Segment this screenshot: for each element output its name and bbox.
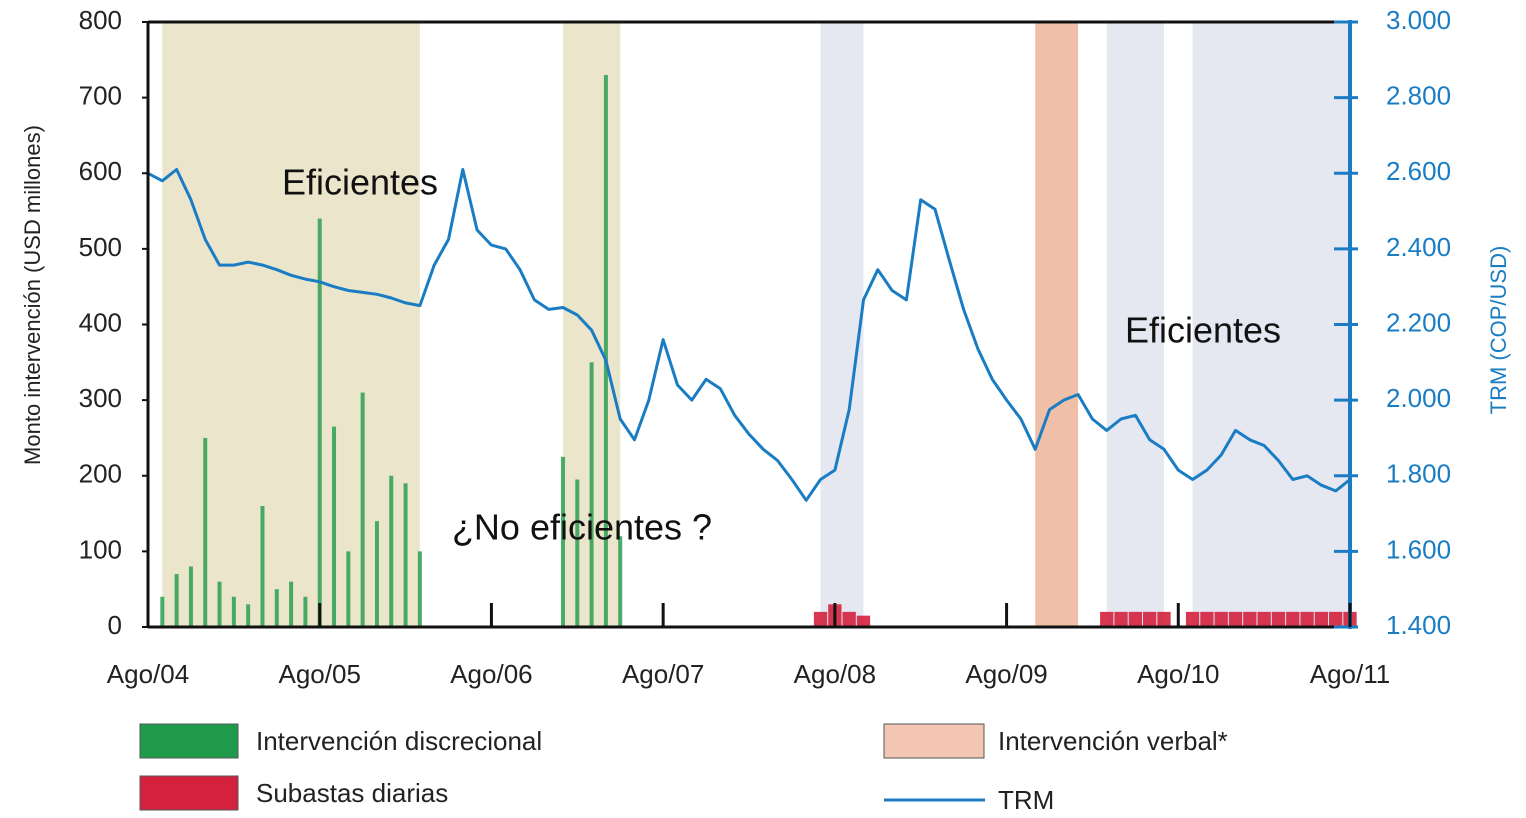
bar (1314, 611, 1329, 627)
x-tick-label: Ago/05 (279, 659, 361, 689)
y2-tick-label: 2.600 (1386, 156, 1451, 186)
period-band (1192, 22, 1350, 627)
legend-label: Subastas diarias (256, 778, 448, 808)
bar (842, 611, 856, 627)
y-tick-label: 800 (79, 5, 122, 35)
bar (618, 536, 623, 627)
bar (1243, 611, 1257, 627)
bar (1300, 611, 1314, 627)
bar (813, 611, 828, 627)
bar (174, 574, 179, 627)
y2-tick-label: 2.400 (1386, 232, 1451, 262)
y2-tick-label: 1.400 (1386, 610, 1451, 640)
trm-line (147, 168, 1351, 502)
bar (332, 426, 337, 627)
bar (575, 479, 580, 627)
bar (1100, 611, 1114, 627)
bar (246, 604, 251, 627)
y2-tick-label: 2.800 (1386, 81, 1451, 111)
bar (1143, 611, 1157, 627)
bar (317, 218, 322, 627)
bar (374, 521, 379, 627)
bar (1157, 611, 1171, 627)
period-band (162, 22, 420, 627)
legend-label: Intervención discrecional (256, 726, 542, 756)
bar (1214, 611, 1228, 627)
x-tick-label: Ago/10 (1137, 659, 1219, 689)
bar (360, 392, 365, 627)
bar (160, 596, 165, 627)
bar (603, 74, 608, 627)
y2-tick-label: 2.200 (1386, 307, 1451, 337)
bar (1200, 611, 1214, 627)
bar (1286, 611, 1300, 627)
y-tick-label: 200 (79, 459, 122, 489)
x-tick-label: Ago/07 (622, 659, 704, 689)
bar (231, 596, 236, 627)
y-tick-label: 400 (79, 307, 122, 337)
x-tick-label: Ago/11 (1310, 659, 1390, 689)
period-band (1035, 22, 1079, 627)
bar (289, 581, 294, 627)
bar (188, 566, 193, 627)
bar (1329, 611, 1343, 627)
x-tick-label: Ago/08 (794, 659, 876, 689)
y-tick-label: 700 (79, 81, 122, 111)
y-tick-label: 600 (79, 156, 122, 186)
bar (417, 551, 422, 627)
y-tick-label: 500 (79, 232, 122, 262)
x-tick-label: Ago/09 (965, 659, 1047, 689)
period-band (820, 22, 864, 627)
bar (203, 437, 208, 627)
y-tick-label: 100 (79, 534, 122, 564)
bar (403, 483, 408, 627)
legend-label: TRM (998, 785, 1054, 815)
bar (303, 596, 308, 627)
bar (856, 615, 871, 627)
y2-tick-label: 1.800 (1386, 459, 1451, 489)
annotation: Eficientes (282, 162, 438, 203)
y2-tick-label: 1.600 (1386, 534, 1451, 564)
x-tick-label: Ago/04 (107, 659, 189, 689)
bar (346, 551, 351, 627)
bar (1114, 611, 1128, 627)
legend-swatch (883, 723, 985, 759)
bar (1228, 611, 1243, 627)
legend-swatch (139, 723, 239, 759)
y2-axis-title: TRM (COP/USD) (1486, 246, 1511, 415)
bands (162, 22, 1350, 627)
period-band (1106, 22, 1164, 627)
y2-tick-label: 3.000 (1386, 5, 1451, 35)
bar (560, 456, 565, 627)
bar (589, 362, 594, 627)
bar (217, 581, 222, 627)
bar (1257, 611, 1271, 627)
bar (1271, 611, 1286, 627)
y-tick-label: 300 (79, 383, 122, 413)
annotation: ¿No eficientes ? (452, 507, 712, 548)
bar (274, 589, 279, 627)
annotation: Eficientes (1125, 310, 1281, 351)
y2-tick-label: 2.000 (1386, 383, 1451, 413)
y-tick-label: 0 (108, 610, 122, 640)
legend-label: Intervención verbal* (998, 726, 1228, 756)
y-axis-title: Monto intervención (USD millones) (20, 125, 45, 465)
bar (1128, 611, 1143, 627)
bar (389, 475, 394, 627)
legend-swatch (139, 775, 239, 811)
bar (1185, 611, 1200, 627)
x-tick-label: Ago/06 (450, 659, 532, 689)
marks (147, 74, 1357, 627)
bar (260, 506, 265, 627)
